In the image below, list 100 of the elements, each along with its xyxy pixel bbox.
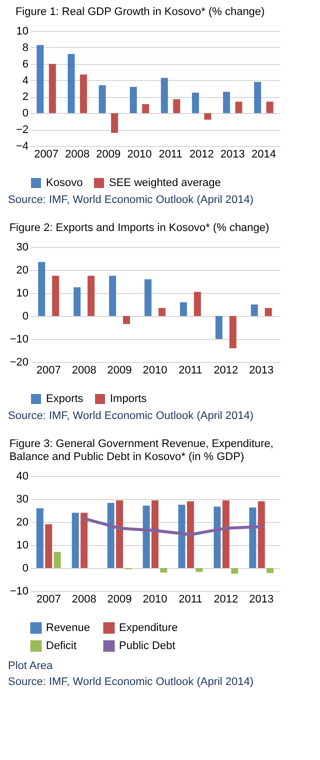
bar (178, 504, 186, 568)
x-tick-label: 2009 (107, 364, 132, 376)
y-tick-label: 0 (22, 562, 28, 574)
bar (116, 500, 124, 568)
line-series (82, 517, 263, 536)
x-tick-label: 2010 (127, 148, 152, 160)
y-tick-label: −10 (10, 586, 28, 598)
bar (111, 113, 118, 133)
bar (80, 74, 87, 114)
bar (142, 104, 150, 114)
x-tick-label: 2010 (142, 364, 168, 376)
legend-label: Revenue (46, 622, 90, 634)
x-tick-label: 2012 (189, 148, 214, 160)
bar (36, 508, 44, 568)
bar (266, 568, 274, 574)
bar (109, 276, 116, 316)
legend-label: Kosovo (46, 177, 83, 189)
bar (152, 500, 158, 568)
bar (158, 308, 166, 316)
x-tick-label: 2013 (220, 148, 245, 160)
y-tick-label: 0 (22, 310, 28, 322)
y-tick-label: −10 (10, 334, 28, 346)
x-tick-label: 2008 (72, 594, 96, 606)
y-tick-label: 40 (16, 470, 28, 482)
x-tick-label: 2011 (178, 594, 202, 606)
text: Plot Area (8, 660, 54, 672)
bar (204, 113, 212, 120)
y-tick-label: −20 (10, 356, 28, 368)
x-tick-label: 2014 (251, 148, 276, 160)
x-tick-label: 2011 (158, 148, 182, 160)
bar (142, 506, 150, 568)
bar (194, 292, 201, 316)
bar (258, 501, 265, 568)
bar (52, 276, 60, 316)
legend-label: Deficit (46, 640, 77, 652)
bar (223, 92, 230, 114)
bar (192, 92, 199, 114)
bar (54, 552, 61, 568)
x-tick-label: 2007 (36, 594, 61, 606)
bar (266, 102, 274, 114)
bar (196, 568, 203, 572)
y-tick-label: 30 (16, 242, 28, 254)
bar (130, 86, 137, 114)
bar (98, 85, 106, 114)
y-tick-label: 10 (16, 540, 28, 552)
legend-label: Imports (110, 393, 148, 405)
legend-label: SEE weighted average (109, 177, 221, 189)
bar (88, 276, 95, 316)
x-tick-label: 2011 (178, 364, 202, 376)
x-tick-label: 2008 (72, 364, 96, 376)
bar (249, 508, 256, 568)
y-tick-label: 10 (16, 288, 28, 300)
bar (180, 302, 187, 316)
bar (186, 501, 194, 568)
bar (160, 568, 168, 573)
x-tick-label: 2007 (34, 148, 59, 160)
x-tick-label: 2012 (214, 364, 238, 376)
bar (74, 287, 81, 316)
bar (222, 500, 230, 568)
x-tick-label: 2007 (36, 364, 61, 376)
x-tick-label: 2012 (214, 594, 238, 606)
y-tick-label: 2 (22, 91, 28, 104)
x-tick-label: 2009 (107, 594, 132, 606)
bar (160, 78, 168, 114)
y-tick-label: 8 (22, 42, 28, 54)
source-note: Source: IMF, World Economic Outlook (April 2014) (8, 410, 254, 422)
x-tick-label: 2013 (249, 594, 274, 606)
y-tick-label: 20 (16, 516, 28, 528)
chart-title: Figure 2: Exports and Imports in Kosovo* (% change) (9, 222, 270, 234)
y-tick-label: 10 (16, 26, 28, 38)
legend-label: Exports (46, 393, 84, 405)
bar (144, 279, 152, 316)
y-tick-label: 0 (22, 108, 28, 120)
bar (173, 99, 180, 114)
source-note: Source: IMF, World Economic Outlook (April 2014) (8, 194, 254, 206)
bar (229, 316, 236, 348)
bar (231, 568, 238, 574)
bar (254, 82, 262, 114)
bar (68, 54, 75, 114)
x-tick-label: 2008 (65, 148, 90, 160)
x-tick-label: 2009 (96, 148, 121, 160)
y-tick-label: 30 (16, 494, 28, 506)
y-tick-label: 20 (16, 264, 28, 276)
x-tick-label: 2013 (249, 364, 274, 376)
x-tick-label: 2010 (142, 594, 168, 606)
bar (214, 506, 221, 568)
legend-label: Public Debt (119, 640, 176, 652)
bar (264, 308, 272, 316)
bar (72, 512, 79, 568)
y-tick-label: −4 (16, 140, 28, 152)
chart-title: Figure 1: Real GDP Growth in Kosovo* (% change) (15, 6, 265, 18)
y-tick-label: 6 (22, 58, 28, 70)
bar (48, 64, 56, 114)
bar (123, 316, 130, 324)
bar (235, 102, 242, 114)
legend-label: Expenditure (119, 622, 178, 634)
bar (80, 512, 88, 568)
bar (36, 44, 44, 114)
bar (250, 304, 258, 316)
y-tick-label: 4 (22, 74, 28, 87)
